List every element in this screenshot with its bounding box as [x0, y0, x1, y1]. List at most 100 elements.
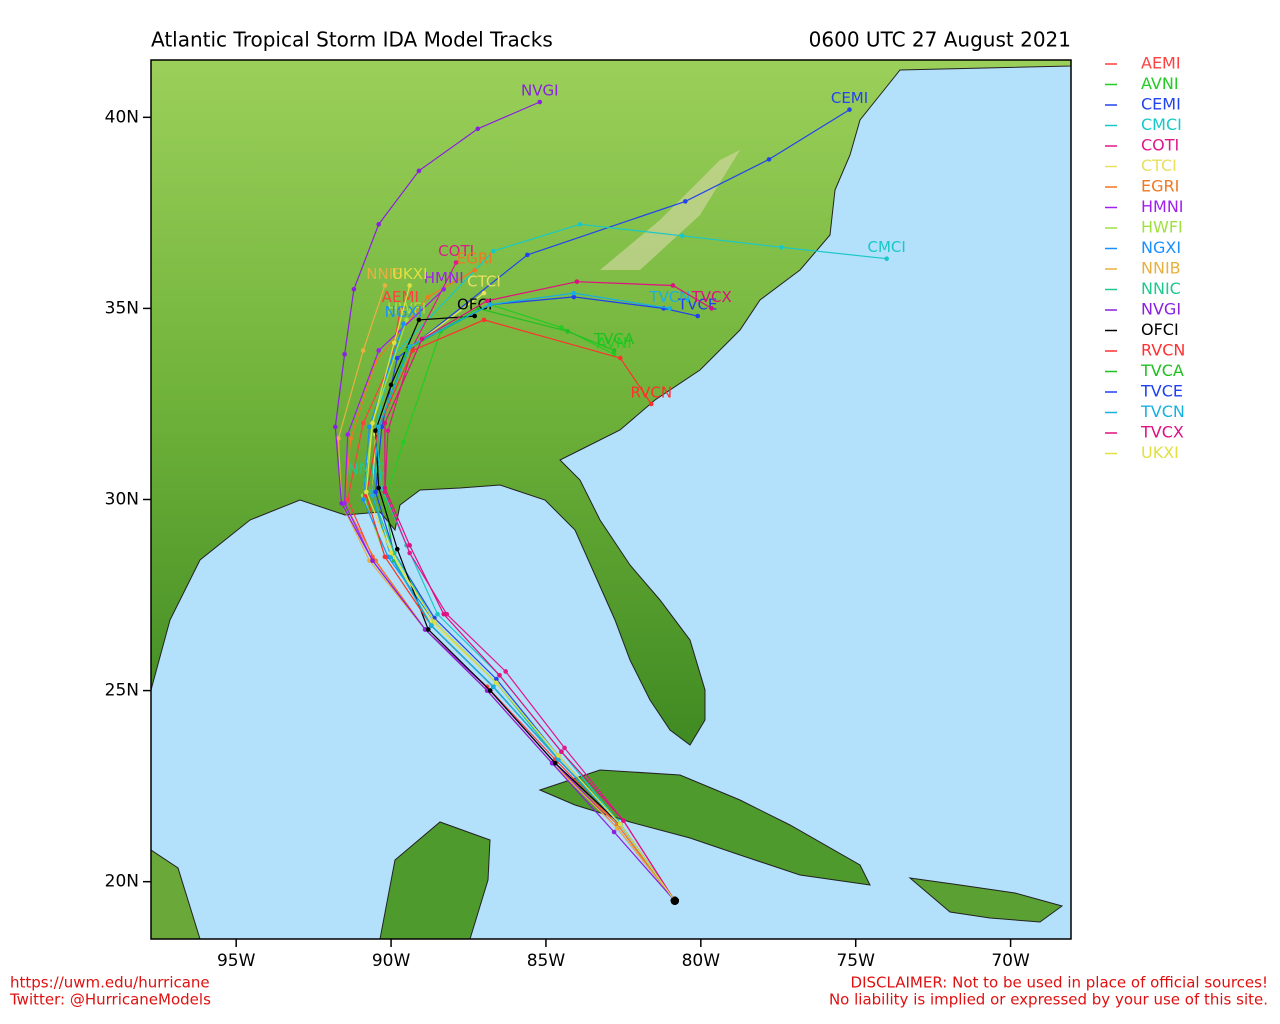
track-point — [398, 306, 403, 311]
track-end-label: TVCE — [677, 296, 717, 314]
track-point — [333, 424, 338, 430]
x-tick-label: 70W — [991, 951, 1030, 971]
track-point — [360, 420, 366, 426]
track-point — [429, 623, 434, 628]
track-point — [472, 313, 478, 319]
track-end-label: TVCA — [593, 330, 635, 348]
track-end-label: NGXI — [385, 303, 423, 321]
track-point — [503, 669, 508, 674]
track-point — [490, 684, 496, 690]
legend-label: TVCE — [1140, 382, 1183, 401]
track-point — [376, 485, 381, 491]
y-tick-label: 40N — [105, 107, 139, 127]
track-point — [525, 252, 530, 258]
track-point — [385, 428, 391, 434]
track-point — [494, 680, 499, 686]
track-point — [667, 306, 673, 311]
track-end-label: CTCI — [467, 273, 501, 291]
north-america-land — [151, 60, 1071, 746]
track-point — [345, 432, 351, 437]
track-point — [481, 290, 487, 296]
track-end-label: AEMI — [382, 288, 419, 306]
appalachian-highlands — [600, 150, 740, 270]
x-tick-label: 80W — [682, 951, 721, 971]
track-end-label: COTI — [438, 242, 474, 260]
track-point — [388, 550, 394, 556]
track-point — [394, 355, 400, 361]
track-point — [884, 256, 889, 262]
map-timestamp: 0600 UTC 27 August 2021 — [809, 28, 1071, 52]
track-point — [484, 298, 490, 304]
track-end-label: CMCI — [868, 238, 906, 256]
track-point — [670, 896, 679, 905]
x-tick-label: 85W — [527, 951, 566, 971]
track-point — [391, 340, 397, 346]
basemap — [151, 60, 1071, 939]
track-point — [376, 222, 381, 227]
legend-label: CEMI — [1141, 95, 1181, 114]
track-point — [401, 439, 406, 445]
legend-label: TVCA — [1140, 361, 1184, 380]
track-point — [363, 489, 369, 495]
track-point — [487, 688, 493, 693]
track-point — [432, 619, 437, 625]
track-point — [562, 745, 567, 751]
track-point — [435, 611, 440, 617]
x-tick-label: 75W — [836, 951, 875, 971]
legend-label: OFCI — [1141, 320, 1179, 339]
track-point — [648, 401, 654, 407]
track-point — [611, 348, 617, 353]
legend-label: NVGI — [1141, 300, 1181, 319]
track-point — [559, 749, 564, 755]
mexico-land — [151, 849, 201, 939]
track-point — [670, 283, 676, 288]
track-point — [370, 558, 375, 563]
track-end-label: TVCN — [648, 288, 690, 306]
cuba-land — [538, 769, 871, 886]
track-point — [376, 348, 381, 353]
track-point — [614, 825, 620, 831]
track-end-label: HWFI — [387, 299, 426, 317]
yucatan-land — [379, 821, 491, 939]
track-point — [376, 424, 381, 430]
track-point — [382, 283, 388, 288]
legend-label: TVCX — [1140, 423, 1184, 442]
track-point — [407, 543, 412, 548]
track-point — [382, 485, 388, 491]
track-point — [709, 306, 714, 311]
model-track — [337, 285, 676, 902]
track-point — [419, 336, 425, 342]
track-point — [370, 420, 375, 426]
legend-label: EGRI — [1141, 177, 1179, 196]
y-tick-label: 20N — [105, 872, 139, 892]
track-point — [407, 550, 412, 556]
x-tick-label: 90W — [372, 951, 411, 971]
track-end-label: CEMI — [831, 89, 868, 107]
track-point — [617, 355, 623, 361]
legend-label: RVCN — [1141, 341, 1185, 360]
legend-label: COTI — [1141, 136, 1179, 155]
legend-label: HMNI — [1141, 197, 1184, 216]
track-point — [373, 428, 378, 434]
track-point — [367, 424, 372, 430]
track-point — [611, 829, 617, 835]
track-point — [487, 302, 493, 307]
track-point — [621, 818, 626, 823]
track-end-label: TVCX — [691, 288, 732, 306]
track-point — [565, 329, 570, 334]
track-point — [695, 313, 701, 319]
legend-label: NNIB — [1141, 259, 1181, 278]
track-point — [574, 279, 580, 284]
legend-label: CMCI — [1141, 115, 1182, 134]
track-point — [382, 420, 388, 426]
track-point — [571, 290, 577, 296]
track-end-label: NNIC — [348, 460, 385, 478]
track-point — [342, 351, 347, 357]
track-point — [425, 294, 431, 300]
legend-label: CTCI — [1141, 156, 1177, 175]
legend-label: NGXI — [1141, 238, 1181, 257]
y-tick-label: 35N — [105, 298, 139, 318]
legend-label: UKXI — [1141, 443, 1179, 462]
